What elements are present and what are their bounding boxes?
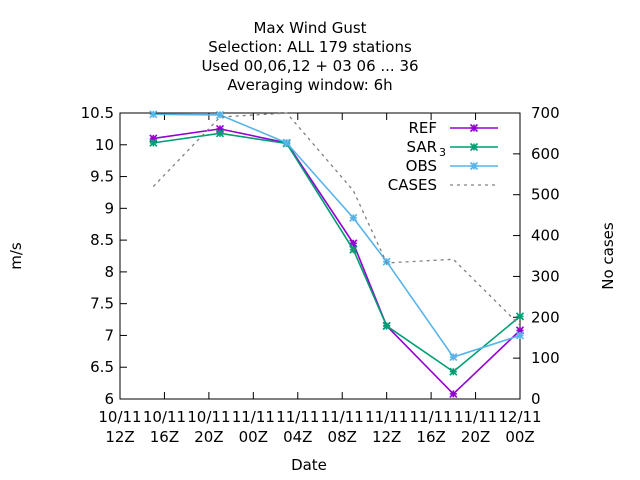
y2-tick-label: 0 (531, 390, 541, 408)
x-tick-label: 12/11 (498, 408, 541, 426)
x-tick-label: 04Z (283, 428, 312, 446)
y-tick-label: 10 (95, 136, 114, 154)
x-tick-label: 10/11 (187, 408, 230, 426)
legend-label: OBS (406, 157, 437, 175)
y-tick-label: 7 (104, 326, 114, 344)
x-tick-label: 11/11 (365, 408, 408, 426)
x-tick-label: 00Z (505, 428, 534, 446)
y2-tick-label: 100 (531, 349, 560, 367)
y2-tick-label: 200 (531, 308, 560, 326)
series-line-ref (153, 128, 521, 396)
data-point (282, 138, 291, 147)
x-tick-label: 10/11 (98, 408, 141, 426)
x-tick-label: 11/11 (409, 408, 452, 426)
data-point (469, 123, 479, 133)
data-point (515, 331, 525, 340)
x-tick-label: 11/11 (276, 408, 319, 426)
x-tick-label: 11/11 (321, 408, 364, 426)
title-line: Used 00,06,12 + 03 06 ... 36 (201, 57, 418, 75)
x-axis-label: Date (291, 456, 327, 474)
y2-tick-label: 400 (531, 227, 560, 245)
title-line: Averaging window: 6h (227, 76, 392, 94)
data-point (215, 129, 225, 138)
y-tick-label: 8.5 (90, 231, 114, 249)
data-point (469, 142, 479, 152)
x-tick-label: 16Z (150, 428, 179, 446)
x-tick-label: 08Z (328, 428, 357, 446)
data-point (382, 321, 391, 330)
y-axis-label: m/s (7, 242, 25, 270)
data-point (449, 352, 458, 362)
data-point (149, 138, 158, 147)
chart-title: Max Wind Gust Selection: ALL 179 station… (201, 19, 418, 94)
y-tick-label: 9.5 (90, 168, 114, 186)
x-tick-label: 20Z (194, 428, 223, 446)
x-tick-label: 11/11 (232, 408, 275, 426)
legend-label: REF (408, 119, 437, 137)
x-tick-label: 10/11 (143, 408, 186, 426)
legend-label-subscript: 3 (439, 146, 446, 159)
axis-ticks: 6 6.5 7 7.5 8 8.5 9 9.5 10 10.5 0 100 200 300 400 500 60… (81, 104, 560, 446)
data-point (449, 389, 458, 398)
x-tick-label: 12Z (372, 428, 401, 446)
y-tick-label: 8 (104, 263, 114, 281)
y2-tick-label: 500 (531, 186, 560, 204)
series-layer (149, 110, 525, 398)
title-line: Max Wind Gust (253, 19, 366, 37)
data-point (449, 367, 458, 376)
y-tick-label: 9 (104, 199, 114, 217)
x-tick-label: 12Z (105, 428, 134, 446)
y2-tick-label: 600 (531, 145, 560, 163)
data-point (469, 161, 479, 171)
x-tick-label: 16Z (416, 428, 445, 446)
y-tick-label: 6.5 (90, 358, 114, 376)
data-point (349, 213, 358, 222)
series-line-obs (153, 113, 521, 358)
y-tick-label: 6 (104, 390, 114, 408)
title-line: Selection: ALL 179 stations (208, 38, 412, 56)
data-point (349, 245, 358, 254)
y-tick-label: 10.5 (81, 104, 114, 122)
data-point (149, 110, 158, 119)
x-tick-label: 00Z (239, 428, 268, 446)
x-tick-label: 11/11 (454, 408, 497, 426)
y-tick-label: 7.5 (90, 295, 114, 313)
plot-area-border (119, 112, 521, 400)
y2-axis-label: No cases (599, 222, 617, 290)
y2-tick-label: 300 (531, 267, 560, 285)
legend-label: SAR (407, 138, 437, 156)
x-tick-label: 20Z (461, 428, 490, 446)
series-line-sar (153, 132, 521, 373)
data-point (515, 312, 525, 321)
y2-tick-label: 700 (531, 104, 560, 122)
legend-label: CASES (388, 176, 437, 194)
